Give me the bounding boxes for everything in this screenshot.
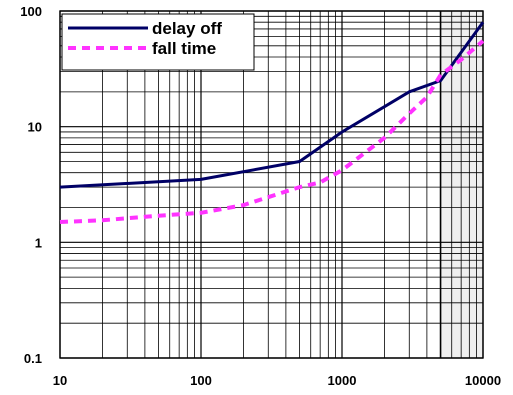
tick-label-layer: 10 100 1000 10000 0.1 1 10 100 [20, 4, 501, 388]
series-line-fall-time [59, 39, 485, 224]
legend-label-delay-off: delay off [152, 19, 222, 38]
y-tick-label: 0.1 [24, 351, 42, 366]
plot-frame [59, 10, 484, 359]
legend: delay off fall time [61, 13, 255, 71]
series-line-delay-off [59, 21, 485, 189]
y-tick-label: 1 [35, 235, 42, 250]
legend-box [61, 13, 255, 71]
x-tick-label: 10000 [465, 373, 501, 388]
x-tick-label: 1000 [328, 373, 357, 388]
series-layer [59, 21, 485, 224]
y-tick-label: 10 [28, 120, 42, 135]
x-tick-label: 100 [190, 373, 212, 388]
legend-label-fall-time: fall time [152, 39, 216, 58]
x-tick-label: 10 [53, 373, 67, 388]
y-tick-label: 100 [20, 4, 42, 19]
